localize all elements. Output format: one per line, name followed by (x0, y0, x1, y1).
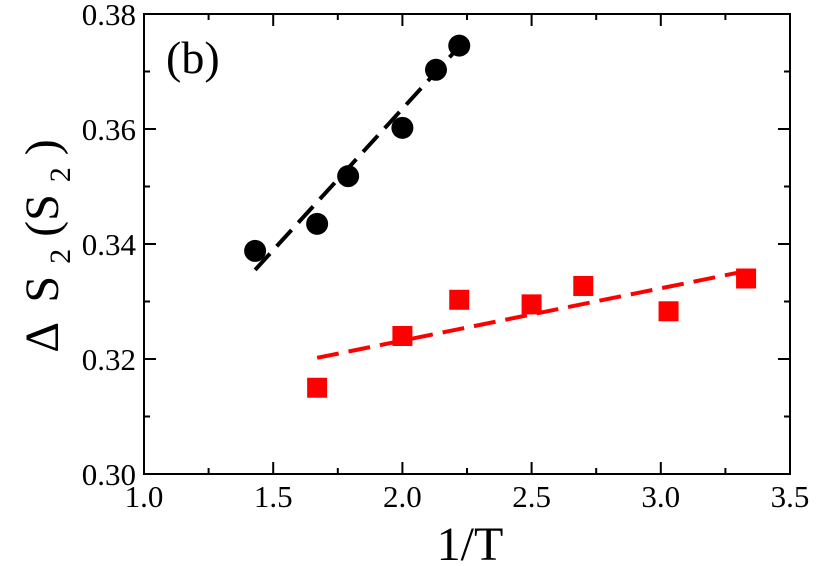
y-title-sub1: 2 (44, 249, 77, 264)
circles-point (244, 239, 267, 262)
squares-point (658, 301, 679, 322)
x-tick-label: 1.0 (125, 479, 164, 514)
y-tick-label: 0.38 (82, 0, 136, 32)
y-title-sub2: 2 (44, 167, 77, 182)
squares-point (449, 289, 470, 310)
x-axis-title: 1/T (437, 518, 504, 566)
x-tick-label: 1.5 (254, 479, 293, 514)
y-title-close: ) (16, 139, 69, 155)
y-title-s: S (16, 276, 69, 303)
circles-point (424, 58, 447, 81)
squares-point (307, 377, 328, 398)
plot-frame (143, 13, 791, 475)
squares-point (521, 294, 542, 315)
x-tick-label: 3.5 (771, 479, 810, 514)
circles-point (448, 34, 471, 57)
ticks (143, 13, 791, 475)
x-tick-label: 3.0 (641, 479, 680, 514)
squares-point (573, 275, 594, 296)
circles-point (306, 212, 329, 235)
circles-point (337, 165, 360, 188)
y-axis-title: Δ S 2 (S 2 ) (16, 139, 81, 353)
y-title-mid: (S (16, 194, 69, 237)
y-tick-label: 0.36 (82, 112, 136, 147)
squares-point (392, 326, 413, 346)
circles-point (391, 116, 414, 139)
y-tick-label: 0.34 (82, 227, 137, 262)
y-tick-label: 0.32 (82, 342, 136, 377)
tick-labels: 1.0 1.5 2.0 2.5 3.0 3.5 0.30 0.32 0.34 0.36 0.38 (82, 0, 810, 514)
y-title-delta: Δ (16, 323, 69, 353)
y-tick-label: 0.30 (82, 457, 136, 492)
panel-label: (b) (166, 32, 220, 83)
svg-text:Δ S 2 (S: Δ S 2 (S 2 ) (16, 139, 81, 353)
data-points (244, 34, 757, 398)
x-tick-label: 2.0 (383, 479, 422, 514)
squares-point (736, 268, 757, 289)
x-tick-label: 2.5 (512, 479, 551, 514)
squares-fit-line (316, 269, 747, 360)
